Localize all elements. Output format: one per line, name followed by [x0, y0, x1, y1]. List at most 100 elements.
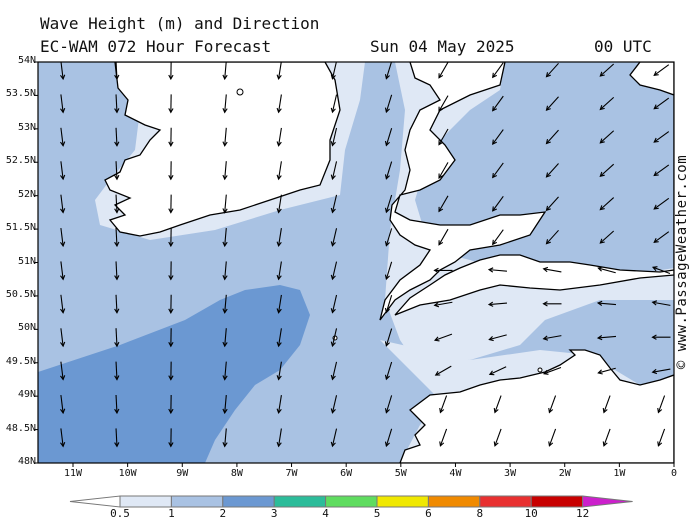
wave-direction-arrow: [168, 428, 174, 448]
wave-direction-arrow: [222, 361, 228, 381]
wave-direction-arrow: [276, 261, 282, 281]
wave-direction-arrow: [330, 161, 338, 181]
wave-direction-arrow: [384, 94, 393, 114]
latitude-label: 53N: [17, 121, 36, 133]
wave-direction-arrow: [433, 333, 453, 342]
scale-label: 5: [373, 507, 381, 520]
wave-direction-arrow: [330, 261, 338, 281]
wave-direction-arrow: [596, 300, 617, 306]
wave-direction-arrow: [438, 95, 449, 113]
wave-direction-arrow: [60, 294, 66, 314]
latitude-label: 54N: [17, 55, 36, 66]
wave-direction-arrow: [60, 328, 66, 348]
wave-direction-arrow: [330, 228, 338, 247]
wave-direction-arrow: [168, 261, 174, 281]
wave-direction-arrow: [168, 161, 174, 181]
wave-direction-arrow: [114, 227, 120, 248]
wave-direction-arrow: [114, 94, 120, 114]
longitude-label: 8W: [230, 468, 243, 479]
wave-direction-arrow: [222, 94, 228, 114]
wave-direction-arrow: [545, 196, 559, 212]
wave-direction-arrow: [492, 129, 504, 146]
wave-direction-arrow: [599, 163, 615, 177]
wave-direction-arrow: [114, 394, 120, 415]
wave-direction-arrow: [330, 428, 338, 448]
latitude-label: 50N: [17, 322, 36, 334]
wave-direction-arrow: [168, 194, 174, 214]
longitude-label: 6W: [340, 468, 353, 479]
scale-color-segment: [273, 495, 327, 508]
scale-label: 2: [219, 507, 227, 520]
wave-direction-arrow: [60, 361, 66, 381]
wave-direction-arrow: [653, 131, 670, 143]
scale-color-segment: [479, 495, 532, 508]
wave-direction-arrow: [114, 194, 120, 214]
wave-direction-arrow: [60, 161, 66, 181]
wave-direction-arrow: [384, 261, 393, 281]
wave-direction-arrow: [548, 428, 557, 447]
scale-color-segment: [530, 495, 584, 508]
latitude-label: 52N: [17, 188, 36, 200]
wave-direction-arrow: [276, 127, 282, 147]
wave-direction-arrow: [545, 129, 559, 145]
wave-direction-arrow: [222, 294, 228, 314]
wave-direction-arrow: [599, 197, 615, 211]
wave-direction-arrow: [545, 96, 559, 111]
wave-direction-arrow: [657, 428, 666, 447]
island: [537, 367, 543, 373]
scale-color-segment: [170, 495, 224, 508]
wave-direction-arrow: [545, 62, 559, 78]
wave-direction-arrow: [653, 197, 670, 210]
wave-band-2-3m: [38, 285, 310, 463]
scale-label: 8: [476, 507, 484, 520]
wave-direction-arrow: [492, 229, 504, 246]
credit-text: © www.PassageWeather.com: [674, 154, 690, 370]
wave-direction-arrow: [602, 428, 611, 447]
wave-direction-arrow: [330, 294, 338, 314]
scale-color-segment: [222, 495, 275, 508]
wave-direction-arrow: [651, 334, 671, 340]
scale-color-segment: [376, 495, 429, 508]
wave-direction-arrow: [653, 231, 670, 243]
wave-direction-arrow: [276, 328, 282, 348]
wave-direction-arrow: [276, 428, 282, 448]
wave-direction-arrow: [384, 428, 393, 448]
wave-direction-arrow: [599, 130, 615, 144]
wave-direction-arrow: [168, 127, 174, 147]
model-label: EC-WAM 072 Hour Forecast: [40, 37, 272, 56]
wave-direction-arrow: [653, 164, 670, 177]
wave-direction-arrow: [597, 266, 616, 274]
scale-label: 6: [425, 507, 432, 520]
wave-direction-arrow: [168, 294, 174, 314]
wave-direction-arrow: [114, 62, 120, 81]
wave-direction-arrow: [114, 294, 120, 314]
wave-direction-arrow: [653, 64, 670, 76]
wave-direction-arrow: [114, 261, 120, 281]
wave-direction-arrow: [276, 361, 282, 381]
scale-label: 10: [524, 507, 538, 520]
longitude-label: 0: [670, 468, 678, 479]
wave-direction-arrow: [60, 127, 66, 147]
latitude-label: 53.5N: [5, 88, 36, 100]
scale-low-arrow: [69, 495, 121, 508]
latitude-label: 51.5N: [5, 222, 36, 234]
wave-direction-arrow: [599, 96, 615, 111]
map-title: Wave Height (m) and Direction: [40, 14, 320, 33]
latitude-label: 51N: [17, 255, 36, 267]
wave-direction-arrow: [384, 161, 393, 180]
wave-direction-arrow: [492, 95, 504, 112]
wave-direction-arrow: [222, 261, 228, 281]
wave-direction-arrow: [168, 394, 174, 415]
wave-direction-arrow: [222, 328, 228, 348]
longitude-label: 5W: [394, 468, 407, 479]
wave-direction-arrow: [276, 161, 282, 181]
wave-direction-arrow: [384, 328, 393, 347]
wave-direction-arrow: [597, 367, 616, 375]
wave-direction-arrow: [276, 94, 282, 114]
wave-direction-arrow: [114, 361, 120, 381]
wave-direction-arrow: [222, 227, 228, 248]
wave-direction-arrow: [330, 395, 338, 414]
wave-direction-arrow: [438, 228, 449, 246]
wave-direction-arrow: [330, 361, 338, 381]
longitude-label: 9W: [176, 468, 189, 479]
